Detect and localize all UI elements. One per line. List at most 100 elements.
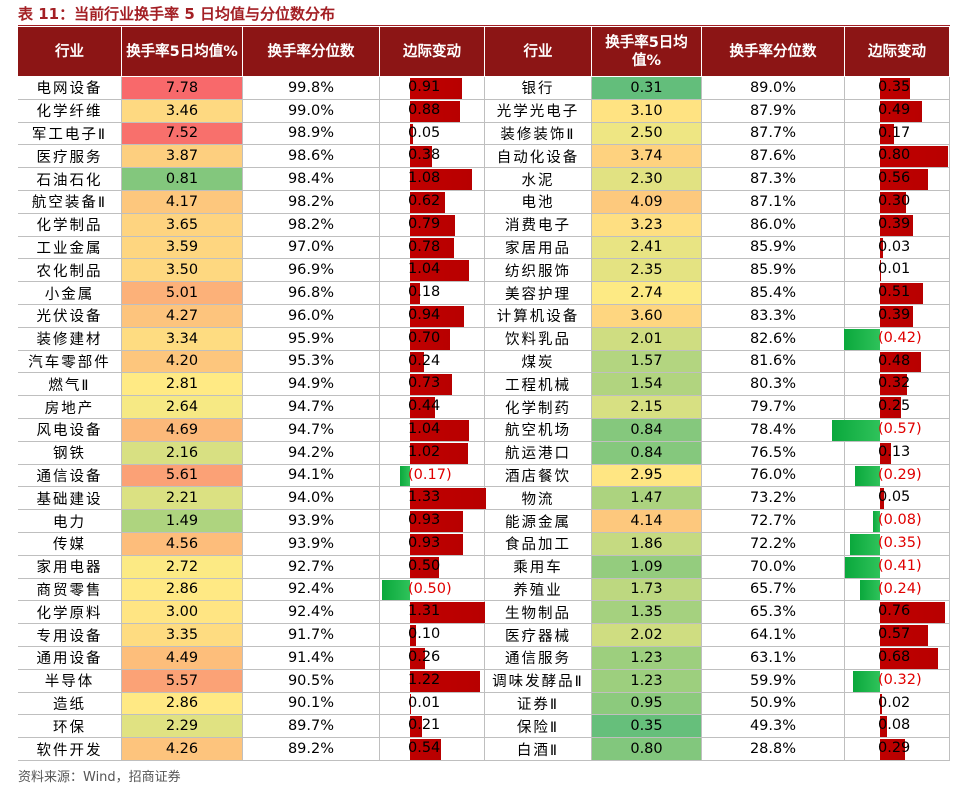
percentile-cell: 94.9% xyxy=(243,373,380,397)
percentile-cell: 78.4% xyxy=(702,419,845,442)
change-cell xyxy=(845,555,950,579)
change-bar xyxy=(880,237,883,259)
change-bar xyxy=(410,442,469,464)
change-label: 0.54 xyxy=(408,740,441,757)
change-label: 0.48 xyxy=(878,352,911,369)
percentile-cell: 73.2% xyxy=(702,487,845,511)
change-bar xyxy=(852,670,880,692)
turnover-cell: 2.72 xyxy=(122,555,243,579)
change-bar xyxy=(880,283,924,304)
change-bar xyxy=(850,534,880,555)
change-cell xyxy=(380,259,485,283)
change-cell xyxy=(380,282,485,305)
change-bar xyxy=(400,465,410,487)
change-bar xyxy=(880,100,922,122)
percentile-cell: 87.3% xyxy=(702,168,845,191)
change-label: 0.01 xyxy=(878,261,911,278)
industry-name: 养殖业 xyxy=(485,578,592,602)
change-bar xyxy=(410,283,421,304)
change-label: 0.38 xyxy=(408,147,441,164)
industry-name: 软件开发 xyxy=(18,738,122,761)
change-cell xyxy=(845,145,950,169)
percentile-cell: 76.0% xyxy=(702,464,845,488)
change-cell xyxy=(845,601,950,625)
industry-name: 医疗服务 xyxy=(18,145,122,169)
change-label: 0.30 xyxy=(878,193,911,209)
industry-name: 电力 xyxy=(18,510,122,533)
industry-name: 装修装饰Ⅱ xyxy=(485,122,592,146)
change-label: 0.08 xyxy=(878,717,911,734)
turnover-cell: 1.47 xyxy=(592,487,702,511)
change-bar xyxy=(880,260,881,282)
change-bar xyxy=(410,237,455,259)
industry-name: 石油石化 xyxy=(18,168,122,191)
change-cell xyxy=(845,533,950,556)
turnover-cell: 3.35 xyxy=(122,624,243,647)
industry-name: 光学光电子 xyxy=(485,99,592,123)
industry-name: 基础建设 xyxy=(18,487,122,511)
change-bar xyxy=(880,716,887,738)
percentile-cell: 65.7% xyxy=(702,578,845,602)
percentile-cell: 94.7% xyxy=(243,396,380,419)
percentile-cell: 94.0% xyxy=(243,487,380,511)
change-cell xyxy=(380,647,485,670)
change-label: 0.91 xyxy=(408,79,441,95)
change-label: 0.50 xyxy=(408,557,441,574)
change-bar xyxy=(880,169,928,190)
change-cell xyxy=(845,236,950,260)
turnover-cell: 2.64 xyxy=(122,396,243,419)
change-cell xyxy=(380,624,485,647)
percentile-cell: 87.7% xyxy=(702,122,845,146)
turnover-cell: 4.56 xyxy=(122,533,243,556)
turnover-cell: 3.46 xyxy=(122,99,243,123)
change-cell xyxy=(380,441,485,465)
percentile-cell: 98.4% xyxy=(243,168,380,191)
change-cell xyxy=(380,555,485,579)
change-bar xyxy=(880,192,906,213)
change-bar xyxy=(873,511,880,532)
turnover-cell: 2.15 xyxy=(592,396,702,419)
change-bar xyxy=(410,78,462,99)
industry-name: 乘用车 xyxy=(485,555,592,579)
change-label: (0.32) xyxy=(878,671,922,688)
industry-name: 电网设备 xyxy=(18,77,122,100)
change-bar xyxy=(880,374,908,396)
percentile-cell: 80.3% xyxy=(702,373,845,397)
change-cell xyxy=(845,510,950,533)
change-cell xyxy=(380,510,485,533)
industry-name: 通信服务 xyxy=(485,647,592,670)
change-cell xyxy=(845,213,950,237)
industry-name: 风电设备 xyxy=(18,419,122,442)
turnover-cell: 1.23 xyxy=(592,647,702,670)
change-cell xyxy=(380,350,485,374)
percentile-cell: 65.3% xyxy=(702,601,845,625)
change-bar xyxy=(410,351,424,373)
turnover-cell: 0.80 xyxy=(592,738,702,761)
turnover-cell: 4.14 xyxy=(592,510,702,533)
turnover-cell: 3.10 xyxy=(592,99,702,123)
change-cell xyxy=(845,487,950,511)
change-cell xyxy=(380,99,485,123)
change-cell xyxy=(845,282,950,305)
industry-name: 汽车零部件 xyxy=(18,350,122,374)
change-bar xyxy=(880,488,885,510)
change-cell xyxy=(845,305,950,328)
industry-name: 工业金属 xyxy=(18,236,122,260)
change-label: 0.93 xyxy=(408,512,441,529)
change-bar xyxy=(410,625,416,646)
change-bar xyxy=(855,465,880,487)
percentile-cell: 85.9% xyxy=(702,236,845,260)
change-label: 0.73 xyxy=(408,375,441,392)
change-bar xyxy=(410,146,432,168)
industry-name: 消费电子 xyxy=(485,213,592,237)
percentile-cell: 72.2% xyxy=(702,533,845,556)
turnover-cell: 0.35 xyxy=(592,715,702,739)
turnover-cell: 1.23 xyxy=(592,669,702,693)
percentile-cell: 59.9% xyxy=(702,669,845,693)
industry-name: 化学制品 xyxy=(18,213,122,237)
change-bar xyxy=(845,556,880,578)
change-bar xyxy=(410,488,486,510)
change-label: 1.08 xyxy=(408,170,441,187)
change-bar xyxy=(410,534,463,555)
change-bar xyxy=(880,739,905,760)
